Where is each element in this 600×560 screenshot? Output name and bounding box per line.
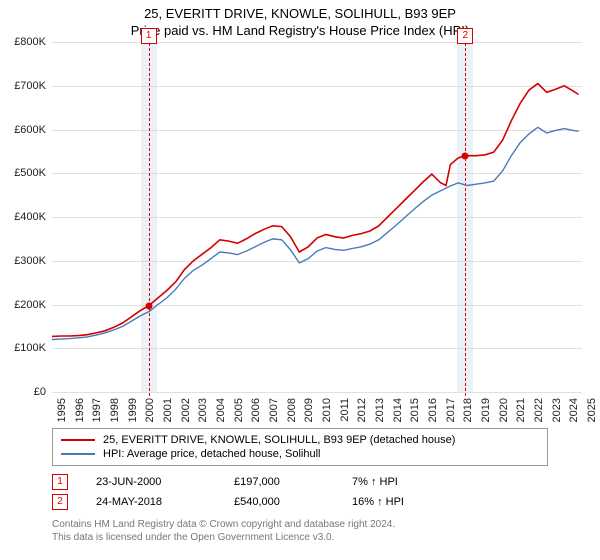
footer-line-1: Contains HM Land Registry data © Crown c… bbox=[52, 518, 548, 531]
y-axis-label: £800K bbox=[0, 36, 46, 48]
y-axis-label: £100K bbox=[0, 342, 46, 354]
chart: 12 £0£100K£200K£300K£400K£500K£600K£700K… bbox=[52, 42, 582, 412]
fact-delta: 16% ↑ HPI bbox=[352, 496, 404, 508]
address-title: 25, EVERITT DRIVE, KNOWLE, SOLIHULL, B93… bbox=[0, 0, 600, 21]
x-axis-label: 2014 bbox=[392, 398, 404, 422]
x-axis-label: 2017 bbox=[445, 398, 457, 422]
x-axis-label: 2004 bbox=[215, 398, 227, 422]
x-axis-label: 2023 bbox=[551, 398, 563, 422]
x-axis-label: 2015 bbox=[409, 398, 421, 422]
transaction-facts: 1 23-JUN-2000 £197,000 7% ↑ HPI 2 24-MAY-2018… bbox=[52, 472, 548, 512]
footer-attribution: Contains HM Land Registry data © Crown c… bbox=[52, 518, 548, 544]
x-axis-label: 2003 bbox=[197, 398, 209, 422]
x-axis-label: 1995 bbox=[56, 398, 68, 422]
x-axis-label: 2011 bbox=[339, 398, 351, 422]
x-axis-label: 2020 bbox=[498, 398, 510, 422]
legend: 25, EVERITT DRIVE, KNOWLE, SOLIHULL, B93… bbox=[52, 428, 548, 466]
x-axis-label: 2010 bbox=[321, 398, 333, 422]
x-axis-label: 2001 bbox=[162, 398, 174, 422]
x-axis-label: 1996 bbox=[74, 398, 86, 422]
y-axis-label: £300K bbox=[0, 255, 46, 267]
x-axis-label: 2002 bbox=[180, 398, 192, 422]
x-axis-label: 2005 bbox=[233, 398, 245, 422]
x-axis-label: 2012 bbox=[356, 398, 368, 422]
x-axis-label: 2008 bbox=[286, 398, 298, 422]
y-axis-label: £500K bbox=[0, 167, 46, 179]
footer-line-2: This data is licensed under the Open Gov… bbox=[52, 531, 548, 544]
fact-date: 24-MAY-2018 bbox=[96, 496, 206, 508]
legend-swatch-icon bbox=[61, 453, 95, 455]
fact-price: £540,000 bbox=[234, 496, 324, 508]
x-axis-label: 2024 bbox=[568, 398, 580, 422]
x-axis-label: 2016 bbox=[427, 398, 439, 422]
x-axis-label: 2025 bbox=[586, 398, 598, 422]
x-axis-label: 2022 bbox=[533, 398, 545, 422]
x-axis-label: 2007 bbox=[268, 398, 280, 422]
x-axis-label: 1998 bbox=[109, 398, 121, 422]
fact-row: 1 23-JUN-2000 £197,000 7% ↑ HPI bbox=[52, 472, 548, 492]
legend-item: HPI: Average price, detached house, Soli… bbox=[61, 447, 539, 461]
y-axis-label: £0 bbox=[0, 386, 46, 398]
x-axis-label: 2021 bbox=[515, 398, 527, 422]
x-axis-label: 2013 bbox=[374, 398, 386, 422]
x-axis-label: 1997 bbox=[91, 398, 103, 422]
legend-label: HPI: Average price, detached house, Soli… bbox=[103, 448, 321, 460]
x-axis-label: 2009 bbox=[303, 398, 315, 422]
x-axis-label: 2000 bbox=[144, 398, 156, 422]
fact-date: 23-JUN-2000 bbox=[96, 476, 206, 488]
legend-swatch-icon bbox=[61, 439, 95, 441]
y-axis-label: £700K bbox=[0, 80, 46, 92]
x-axis-label: 2018 bbox=[462, 398, 474, 422]
fact-marker-icon: 2 bbox=[52, 494, 68, 510]
x-axis-label: 1999 bbox=[127, 398, 139, 422]
fact-marker-icon: 1 bbox=[52, 474, 68, 490]
x-axis-label: 2019 bbox=[480, 398, 492, 422]
y-axis-label: £600K bbox=[0, 124, 46, 136]
subtitle: Price paid vs. HM Land Registry's House … bbox=[0, 21, 600, 42]
x-axis-label: 2006 bbox=[250, 398, 262, 422]
y-axis-label: £200K bbox=[0, 299, 46, 311]
fact-price: £197,000 bbox=[234, 476, 324, 488]
fact-delta: 7% ↑ HPI bbox=[352, 476, 398, 488]
y-axis-label: £400K bbox=[0, 211, 46, 223]
legend-label: 25, EVERITT DRIVE, KNOWLE, SOLIHULL, B93… bbox=[103, 434, 455, 446]
series-price_paid bbox=[52, 84, 579, 337]
gridline bbox=[52, 392, 582, 393]
legend-item: 25, EVERITT DRIVE, KNOWLE, SOLIHULL, B93… bbox=[61, 433, 539, 447]
fact-row: 2 24-MAY-2018 £540,000 16% ↑ HPI bbox=[52, 492, 548, 512]
series-hpi bbox=[52, 127, 579, 339]
